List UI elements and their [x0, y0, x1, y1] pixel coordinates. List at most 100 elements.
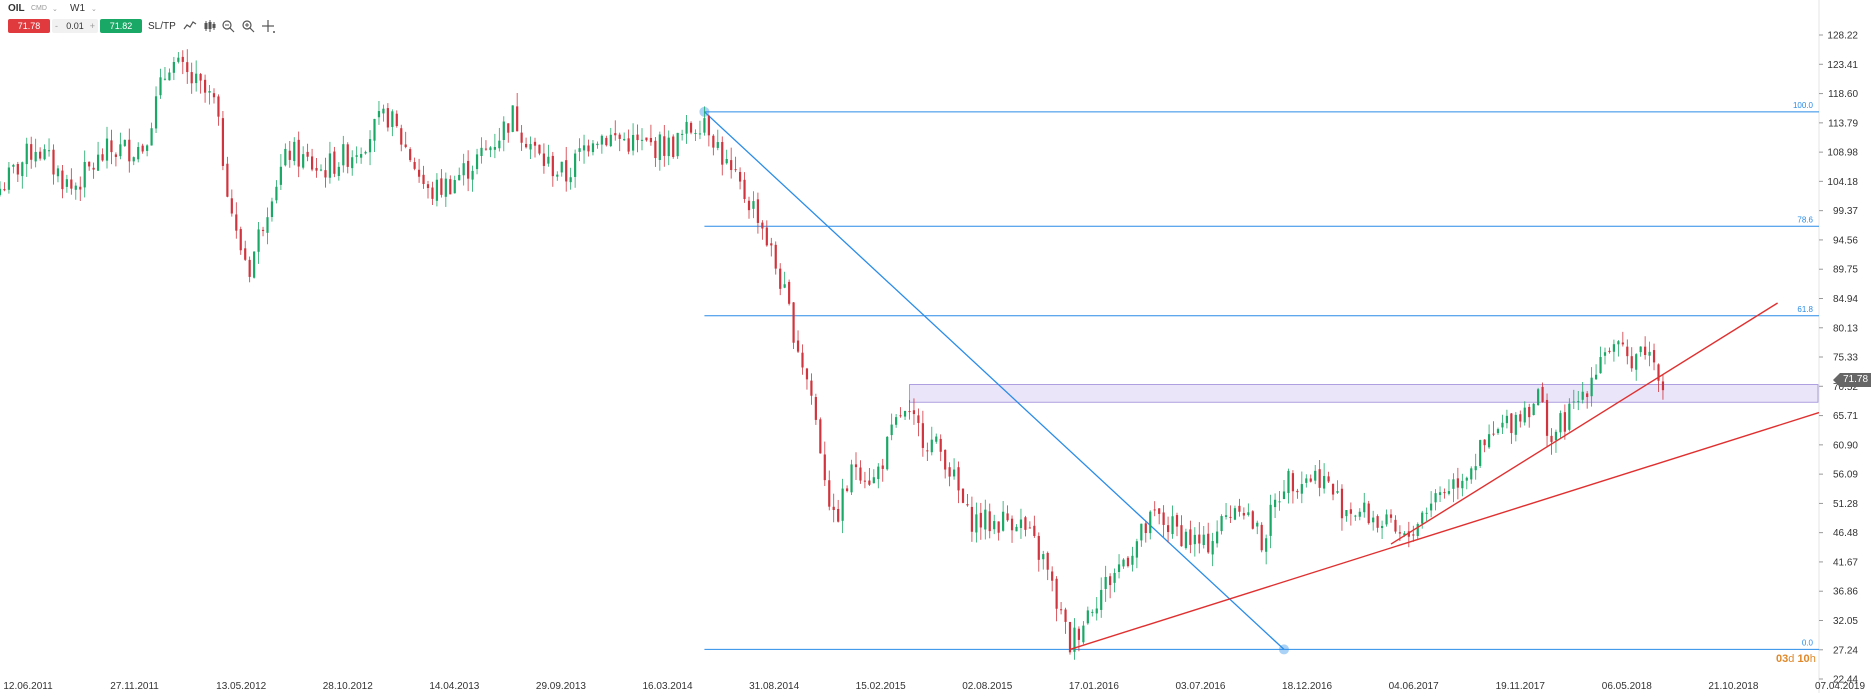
- timeframe-selector[interactable]: W1: [70, 3, 85, 14]
- candle-body: [12, 164, 15, 167]
- candle-body: [70, 179, 73, 189]
- candle: [1340, 484, 1344, 531]
- candle-body: [400, 128, 403, 145]
- candle-body: [1073, 627, 1076, 652]
- candle-body: [587, 145, 590, 152]
- candle-body: [333, 151, 336, 174]
- trendlines[interactable]: [1069, 302, 1820, 651]
- candle: [426, 180, 430, 199]
- candle: [395, 110, 398, 128]
- candle: [261, 226, 265, 237]
- candle: [435, 173, 439, 207]
- candle-body: [1389, 514, 1393, 518]
- sltp-button[interactable]: SL/TP: [148, 21, 176, 32]
- candle: [1193, 527, 1196, 557]
- candle: [676, 132, 679, 159]
- increase-volume-button[interactable]: +: [89, 21, 95, 31]
- candle-body: [1287, 470, 1290, 494]
- candle-body: [1019, 519, 1023, 528]
- candle-body: [752, 201, 755, 209]
- candle-body: [1144, 523, 1147, 534]
- line-chart-icon[interactable]: [183, 19, 197, 33]
- volume-value[interactable]: 0.01: [66, 21, 84, 31]
- candle-body: [1220, 516, 1223, 532]
- candle: [1430, 491, 1433, 518]
- resistance-zone[interactable]: [909, 384, 1819, 403]
- candle-body: [1291, 473, 1295, 492]
- candle: [489, 146, 492, 158]
- candle-body: [114, 154, 118, 157]
- candle-body: [1652, 350, 1656, 363]
- candle-body: [382, 108, 385, 114]
- candle: [16, 161, 19, 182]
- candle: [74, 182, 77, 200]
- candle-body: [7, 167, 11, 190]
- candle-body: [970, 506, 974, 532]
- crosshair-icon[interactable]: [261, 19, 275, 33]
- candle-body: [1305, 478, 1308, 483]
- candle: [1385, 509, 1388, 527]
- candle-body: [221, 118, 225, 166]
- candle: [1648, 341, 1651, 367]
- candle: [154, 86, 158, 133]
- chevron-down-icon[interactable]: ⌄: [52, 6, 58, 13]
- sell-button[interactable]: 71.78: [8, 19, 50, 33]
- candle: [297, 131, 300, 178]
- candle-body: [203, 79, 207, 93]
- fibonacci-retracement[interactable]: 100.0 78.6 61.8 0.0: [699, 101, 1819, 655]
- candle: [1273, 493, 1277, 519]
- chevron-down-icon[interactable]: ⌄: [91, 6, 97, 13]
- candle-body: [1184, 531, 1188, 549]
- candle-body: [79, 186, 82, 190]
- candle-body: [863, 480, 867, 482]
- candle-body: [1639, 346, 1642, 353]
- fib-level-label: 0.0: [1802, 638, 1814, 647]
- candle-body: [1403, 533, 1406, 536]
- candle-body: [837, 508, 840, 522]
- volume-stepper[interactable]: - 0.01 +: [52, 19, 98, 33]
- candle: [1617, 340, 1620, 357]
- candle: [360, 147, 363, 164]
- candle-body: [462, 163, 465, 176]
- candle: [1572, 389, 1575, 410]
- candle-body: [1479, 440, 1482, 466]
- candle: [1452, 473, 1455, 503]
- candle: [199, 72, 202, 94]
- candle-body: [52, 149, 55, 175]
- candle: [203, 74, 207, 103]
- decrease-volume-button[interactable]: -: [55, 21, 58, 31]
- candle: [507, 123, 510, 143]
- candle: [640, 128, 644, 151]
- candle-body: [823, 454, 826, 481]
- candle: [1394, 515, 1397, 534]
- candle-body: [1483, 439, 1486, 446]
- candle-body: [261, 229, 265, 232]
- candle: [667, 130, 670, 166]
- price-tick-label: 22.44: [1833, 675, 1858, 686]
- candle: [1470, 466, 1473, 484]
- candle: [1207, 522, 1210, 554]
- candle: [1336, 480, 1339, 494]
- candle-body: [1358, 511, 1361, 517]
- candlestick-icon[interactable]: [203, 19, 217, 33]
- candle: [373, 118, 376, 152]
- date-tick-label: 31.08.2014: [749, 681, 799, 692]
- candle-body: [814, 397, 817, 420]
- candle: [47, 138, 51, 157]
- symbol-name[interactable]: OIL: [8, 3, 25, 14]
- candle: [70, 168, 73, 195]
- zoom-out-icon[interactable]: [221, 19, 235, 33]
- candle-body: [1193, 534, 1196, 545]
- candle-body: [591, 143, 595, 153]
- candle: [1644, 336, 1647, 360]
- candle-body: [199, 73, 202, 81]
- candle-body: [1189, 529, 1192, 545]
- candle: [895, 414, 898, 428]
- zoom-in-icon[interactable]: [241, 19, 255, 33]
- buy-button[interactable]: 71.82: [100, 19, 142, 33]
- candle-body: [1175, 515, 1179, 527]
- candle-body: [181, 56, 184, 62]
- candle: [591, 140, 595, 156]
- candle-body: [1345, 510, 1348, 517]
